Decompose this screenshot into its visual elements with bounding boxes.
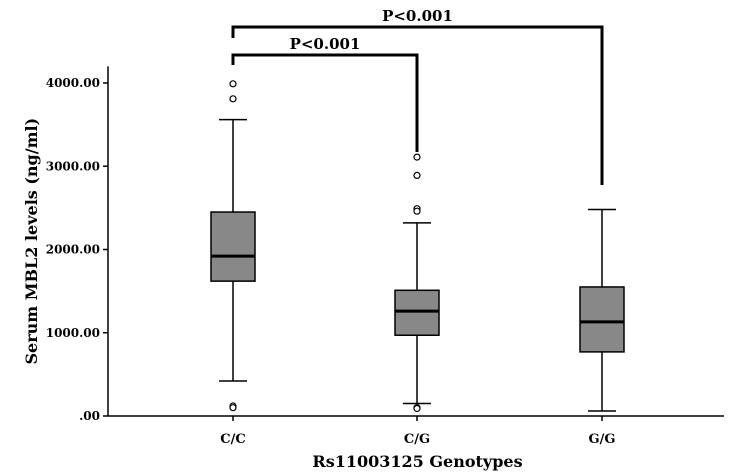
outlier-point bbox=[229, 404, 237, 412]
significance-annotations: P<0.001 P<0.001 bbox=[231, 7, 604, 185]
p-value-label: P<0.001 bbox=[382, 7, 453, 25]
y-tick-label: 3000.00 bbox=[46, 159, 100, 173]
boxes bbox=[210, 80, 625, 413]
y-ticks: .00 1000.00 2000.00 3000.00 4000.00 bbox=[46, 76, 108, 423]
x-axis-label: Rs11003125 Genotypes bbox=[312, 452, 522, 471]
outlier-point bbox=[413, 404, 421, 413]
y-tick-label: .00 bbox=[79, 409, 100, 423]
y-tick-label: 1000.00 bbox=[46, 326, 100, 340]
box-group-c-g bbox=[394, 153, 440, 413]
significance-bracket: P<0.001 bbox=[231, 7, 604, 185]
box-iqr bbox=[394, 289, 440, 336]
bracket-line bbox=[231, 53, 419, 152]
x-tick-label: C/G bbox=[404, 432, 430, 447]
p-value-label: P<0.001 bbox=[290, 35, 361, 53]
outlier-point bbox=[413, 153, 421, 161]
outlier-point bbox=[229, 80, 237, 88]
box-iqr bbox=[210, 211, 256, 282]
x-ticks: C/C C/G G/G bbox=[220, 416, 615, 447]
x-tick-label: C/C bbox=[220, 432, 245, 447]
x-tick-label: G/G bbox=[589, 432, 616, 447]
y-tick-label: 2000.00 bbox=[46, 243, 100, 257]
box-iqr bbox=[579, 286, 625, 353]
box-group-c-c bbox=[210, 80, 256, 412]
y-tick-label: 4000.00 bbox=[46, 76, 100, 90]
axes bbox=[107, 66, 724, 417]
significance-bracket: P<0.001 bbox=[231, 35, 419, 152]
bracket-line bbox=[231, 25, 604, 185]
y-axis-label: Serum MBL2 levels (ng/ml) bbox=[22, 118, 41, 365]
outlier-point bbox=[413, 207, 421, 215]
outlier-point bbox=[229, 95, 237, 103]
outlier-point bbox=[413, 171, 421, 180]
box-group-g-g bbox=[579, 208, 625, 412]
